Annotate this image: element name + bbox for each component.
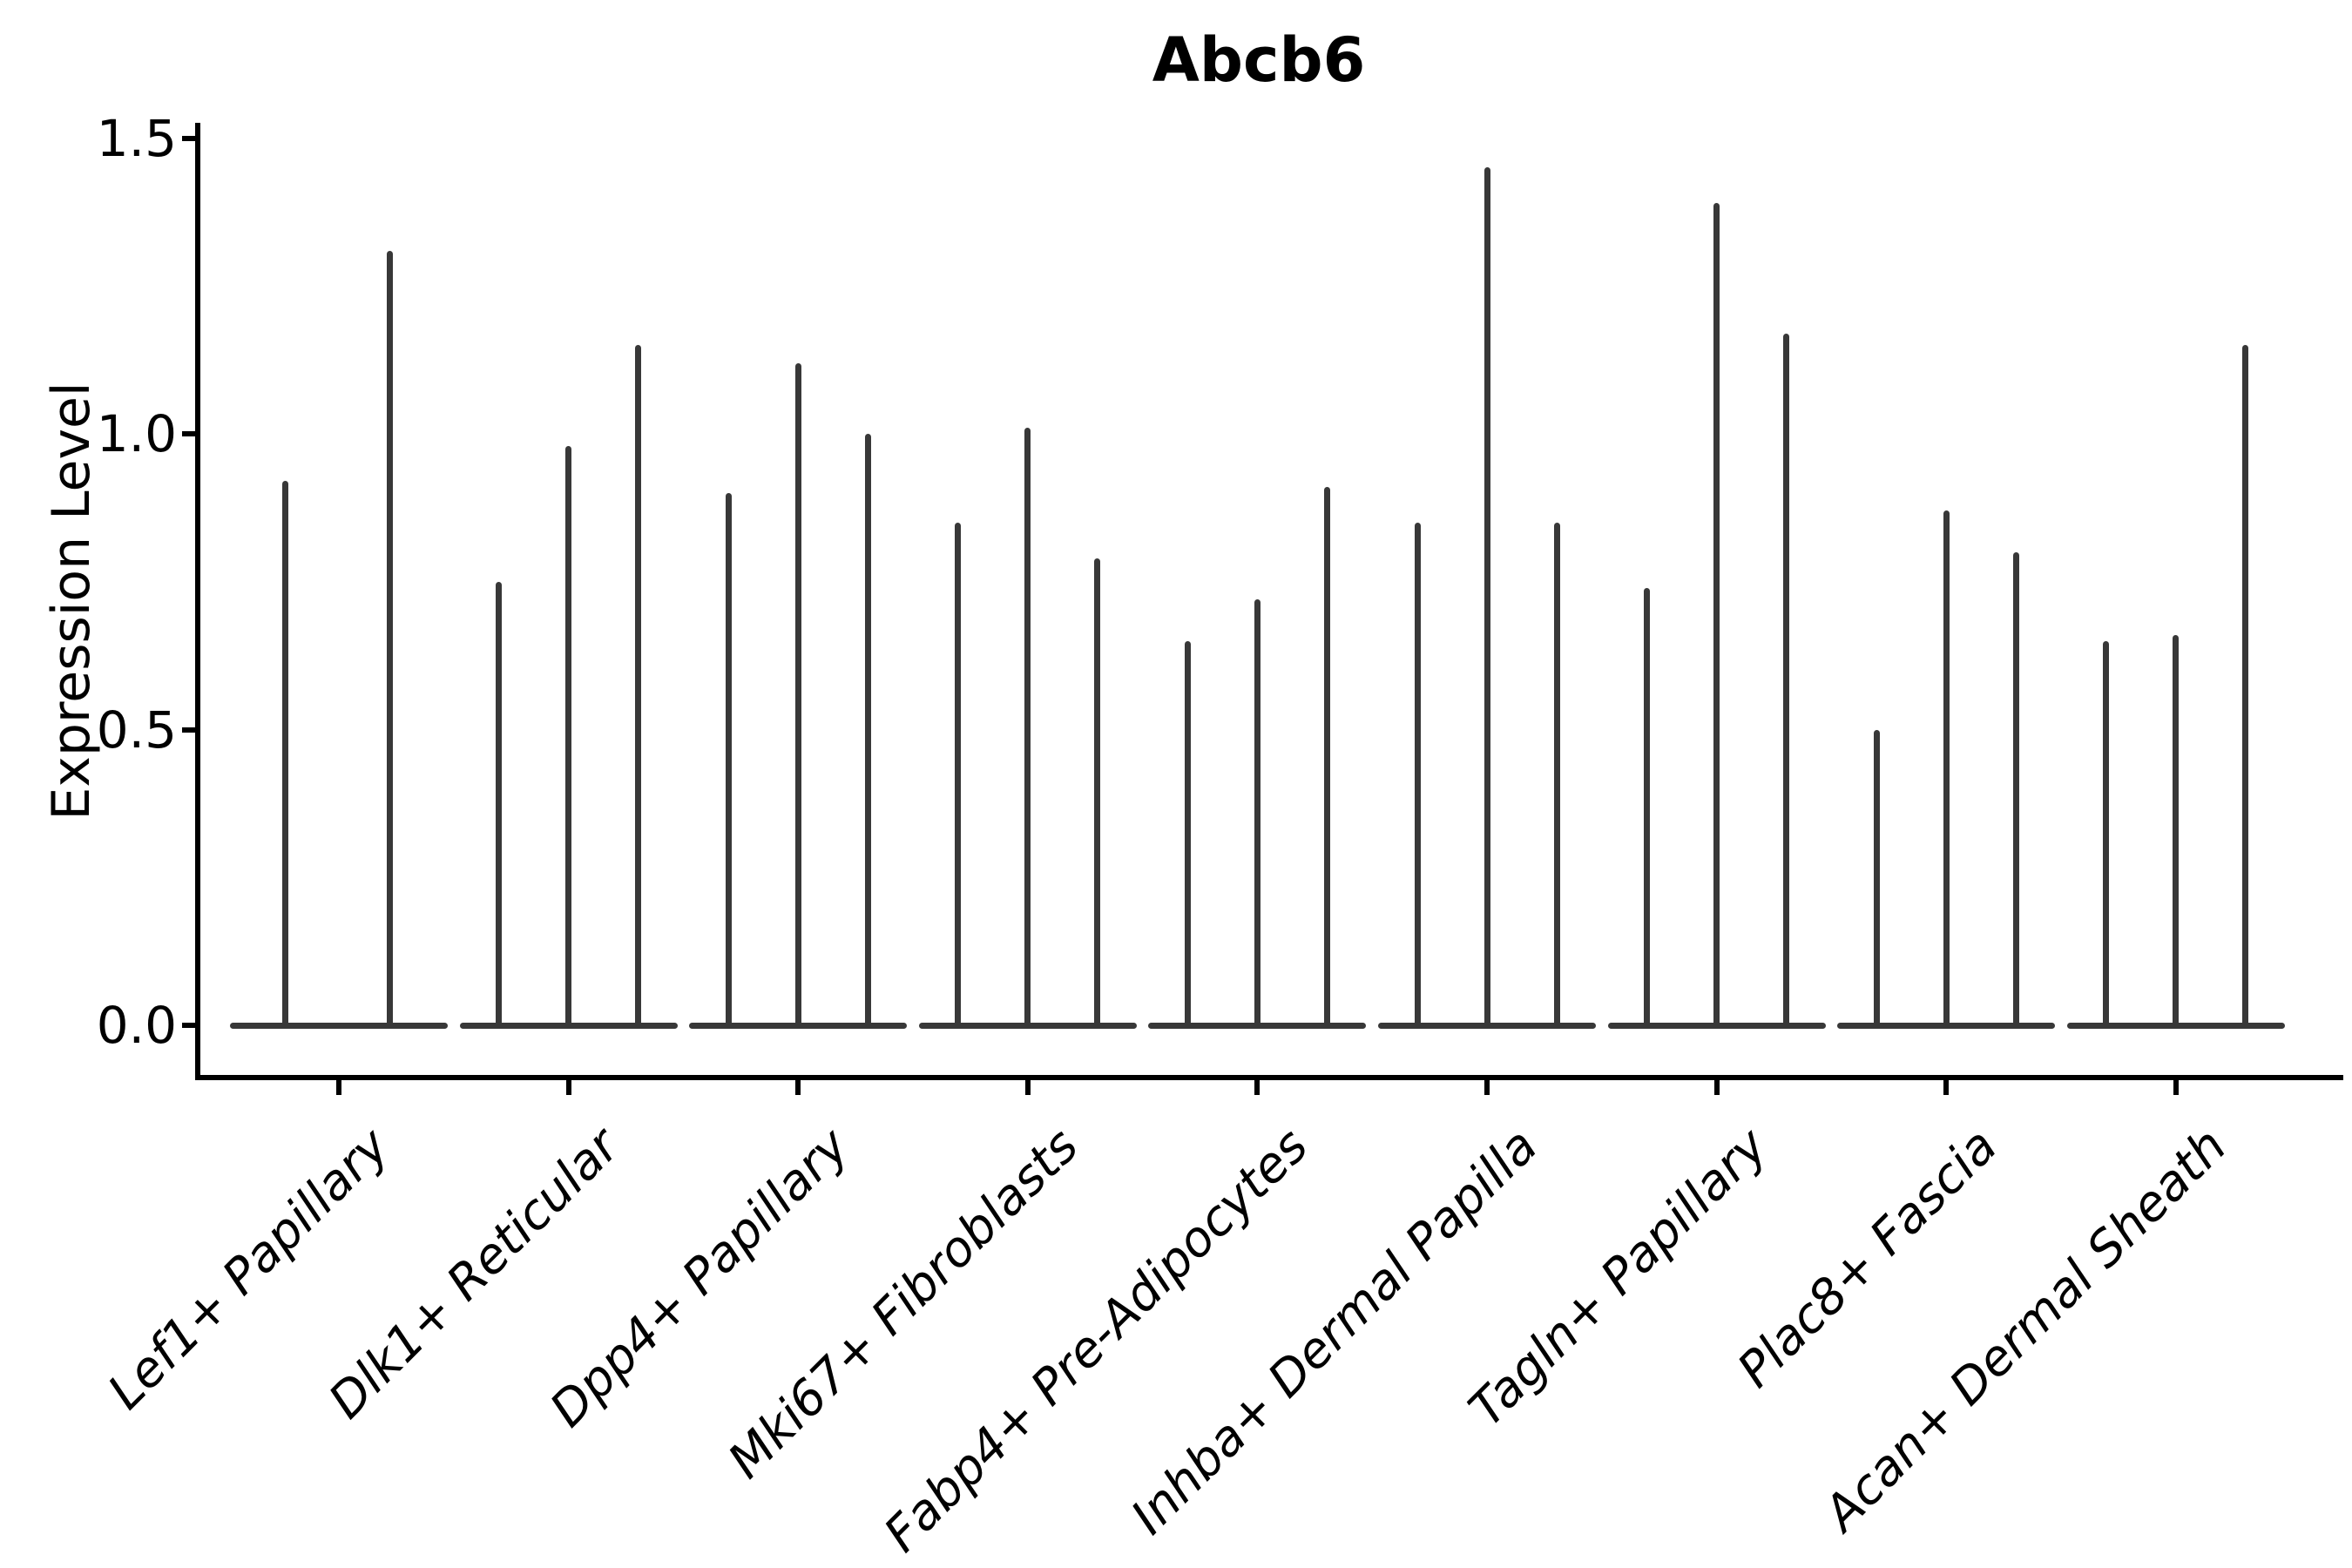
- violin-spike: [1254, 599, 1260, 1028]
- x-tick: [2173, 1080, 2179, 1095]
- violin-spike: [1184, 640, 1191, 1028]
- y-tick: [182, 727, 195, 733]
- y-tick-label: 1.5: [96, 108, 177, 168]
- violin-spike: [2173, 634, 2180, 1028]
- violin-spike: [955, 522, 962, 1028]
- y-tick-label: 0.0: [96, 996, 177, 1055]
- violin-spike: [386, 250, 393, 1028]
- x-tick: [1024, 1080, 1031, 1095]
- violin-spike: [1783, 333, 1790, 1028]
- x-tick: [795, 1080, 801, 1095]
- axis-spine-left: [195, 123, 200, 1080]
- violin-spike: [1323, 487, 1330, 1028]
- violin-baseline: [230, 1022, 448, 1029]
- violin-spike: [2242, 345, 2249, 1028]
- violin-spike: [1094, 558, 1101, 1028]
- violin-spike: [565, 445, 572, 1028]
- x-tick-label: Acan+ Dermal Sheath: [1813, 1118, 2238, 1542]
- violin-spike: [1553, 522, 1560, 1028]
- violin-spike: [864, 434, 871, 1028]
- x-tick: [1484, 1080, 1490, 1095]
- violin-spike: [1943, 510, 1950, 1028]
- x-tick: [1713, 1080, 1720, 1095]
- y-tick: [182, 1023, 195, 1028]
- y-tick-label: 0.5: [96, 700, 177, 760]
- violin-spike: [1644, 587, 1651, 1028]
- y-tick: [182, 431, 195, 436]
- violin-spike: [496, 581, 503, 1028]
- violin-spike: [1484, 167, 1490, 1028]
- violin-spike: [1713, 203, 1720, 1028]
- x-tick-label: Fabp4+ Pre-Adipocytes: [874, 1118, 1320, 1564]
- x-tick: [336, 1080, 341, 1095]
- violin-spike: [1873, 729, 1880, 1028]
- x-tick: [1254, 1080, 1260, 1095]
- x-tick: [565, 1080, 571, 1095]
- chart-title: Abcb6: [1152, 24, 1366, 96]
- violin-spike: [635, 345, 642, 1028]
- y-tick-label: 1.0: [96, 404, 177, 463]
- violin-spike: [794, 362, 801, 1028]
- y-axis-label: Expression Level: [41, 382, 102, 821]
- violin-spike: [2012, 551, 2019, 1028]
- violin-spike: [725, 492, 732, 1028]
- violin-spike: [1414, 522, 1421, 1028]
- violin-spike: [2103, 640, 2110, 1028]
- violin-spike: [281, 481, 288, 1028]
- x-tick-label: Inhba+ Dermal Papilla: [1120, 1118, 1549, 1546]
- violin-spike: [1024, 428, 1031, 1028]
- x-tick: [1943, 1080, 1950, 1095]
- axis-spine-bottom: [195, 1075, 2343, 1080]
- y-tick: [182, 135, 195, 141]
